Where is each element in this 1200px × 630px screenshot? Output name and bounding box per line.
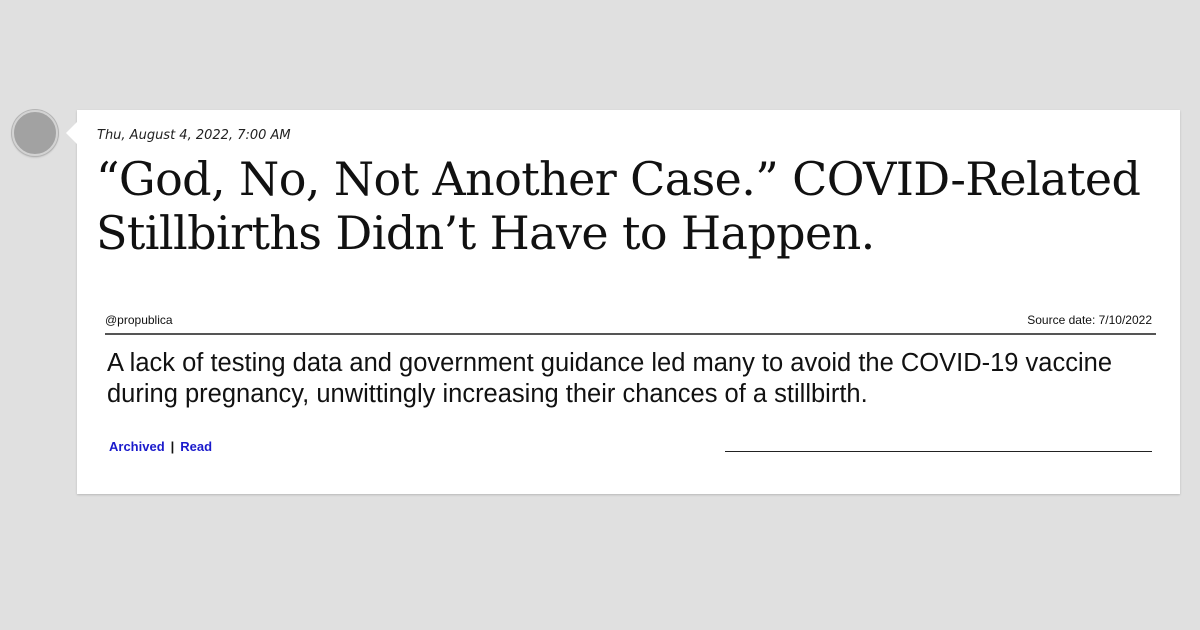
link-row: Archived | Read bbox=[109, 439, 212, 454]
meta-row: @propublica Source date: 7/10/2022 bbox=[105, 313, 1152, 333]
avatar[interactable] bbox=[12, 110, 58, 156]
source-date: Source date: 7/10/2022 bbox=[1027, 313, 1152, 327]
post-timestamp: Thu, August 4, 2022, 7:00 AM bbox=[97, 128, 291, 143]
signature-line bbox=[725, 451, 1152, 452]
source-handle: @propublica bbox=[105, 313, 173, 327]
card-pointer bbox=[66, 122, 77, 144]
post-card: Thu, August 4, 2022, 7:00 AM “God, No, N… bbox=[66, 110, 1180, 494]
link-separator: | bbox=[170, 439, 175, 454]
headline: “God, No, Not Another Case.” COVID-Relat… bbox=[96, 152, 1141, 260]
divider bbox=[105, 333, 1156, 335]
archived-link[interactable]: Archived bbox=[109, 439, 165, 454]
summary-text: A lack of testing data and government gu… bbox=[107, 349, 1113, 408]
read-link[interactable]: Read bbox=[180, 439, 213, 454]
